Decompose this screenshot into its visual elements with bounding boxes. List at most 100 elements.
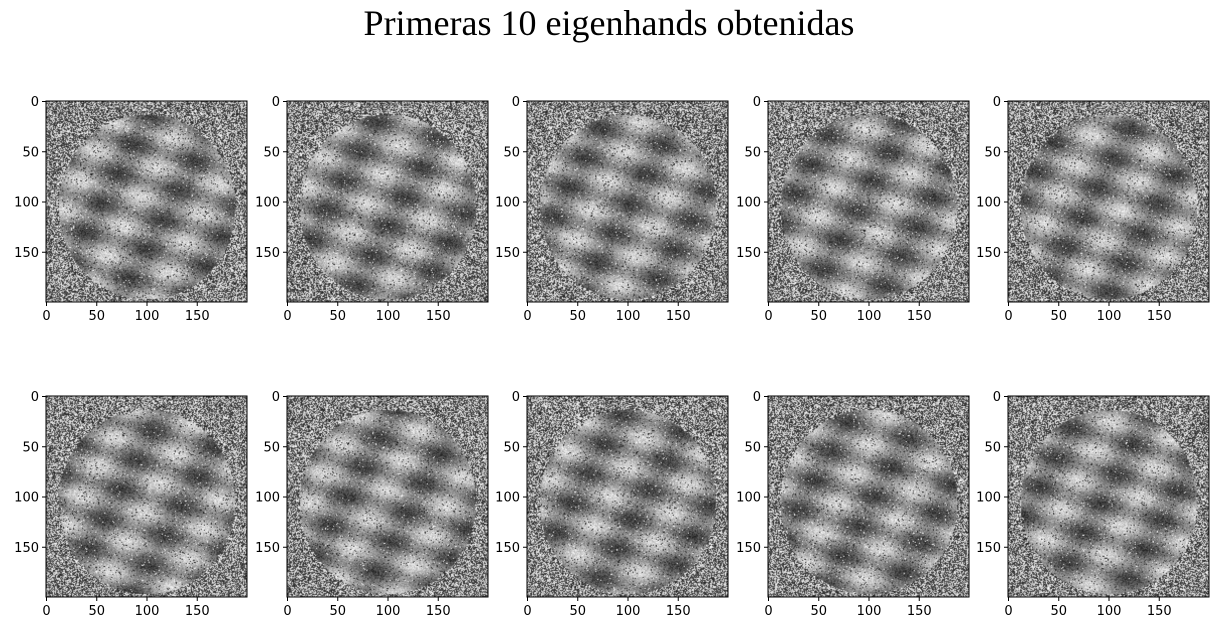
x-tick-label: 150	[666, 604, 691, 619]
x-tick-label: 150	[185, 604, 210, 619]
x-tick-label: 0	[1004, 309, 1012, 324]
y-tick-label: 150	[495, 541, 520, 556]
y-tick-label: 100	[255, 196, 280, 211]
x-tick-label: 100	[1097, 604, 1122, 619]
eigenhand-panel-2: 0 50 100 150 0 50 100 150	[255, 95, 488, 324]
eigenhand-image-7	[287, 396, 488, 597]
x-tick-label: 100	[616, 309, 641, 324]
eigenhand-image-2	[287, 101, 488, 302]
eigenhand-image-9	[768, 396, 969, 597]
eigenhand-panel-1: 0 50 100 150 0 50 100 150	[14, 95, 247, 324]
x-tick-label: 0	[42, 309, 50, 324]
y-tick-label: 0	[272, 95, 280, 110]
x-tick-label: 150	[1147, 604, 1172, 619]
y-tick-label: 50	[22, 440, 39, 455]
y-tick-label: 50	[744, 440, 761, 455]
y-tick-label: 50	[22, 145, 39, 160]
y-tick-label: 0	[753, 95, 761, 110]
eigenhand-image-5	[1008, 101, 1209, 302]
eigenhand-image-8	[527, 396, 728, 597]
y-tick-label: 50	[503, 440, 520, 455]
x-tick-label: 100	[616, 604, 641, 619]
x-tick-label: 0	[764, 604, 772, 619]
y-tick-label: 50	[984, 440, 1001, 455]
y-tick-label: 150	[14, 541, 39, 556]
x-tick-label: 0	[764, 309, 772, 324]
y-tick-label: 50	[263, 440, 280, 455]
y-tick-label: 50	[263, 145, 280, 160]
y-tick-label: 0	[31, 95, 39, 110]
x-tick-label: 150	[907, 604, 932, 619]
y-tick-label: 150	[976, 541, 1001, 556]
x-tick-label: 100	[376, 604, 401, 619]
x-tick-label: 150	[426, 604, 451, 619]
x-tick-label: 50	[810, 604, 827, 619]
x-tick-label: 0	[523, 309, 531, 324]
x-tick-label: 50	[88, 604, 105, 619]
eigenhand-image-10	[1008, 396, 1209, 597]
x-tick-label: 0	[523, 604, 531, 619]
y-tick-label: 0	[993, 95, 1001, 110]
eigenhand-panel-8: 0 50 100 150 0 50 100 150	[495, 390, 728, 619]
x-tick-label: 50	[329, 604, 346, 619]
y-tick-label: 100	[495, 196, 520, 211]
x-tick-label: 50	[1050, 604, 1067, 619]
y-tick-label: 150	[736, 246, 761, 261]
x-tick-label: 150	[1147, 309, 1172, 324]
y-tick-label: 0	[993, 390, 1001, 405]
y-tick-label: 0	[512, 95, 520, 110]
y-tick-label: 50	[503, 145, 520, 160]
y-tick-label: 100	[976, 491, 1001, 506]
x-tick-label: 150	[666, 309, 691, 324]
eigenhand-panel-7: 0 50 100 150 0 50 100 150	[255, 390, 488, 619]
y-tick-label: 150	[14, 246, 39, 261]
x-tick-label: 50	[88, 309, 105, 324]
x-tick-label: 50	[810, 309, 827, 324]
x-tick-label: 100	[1097, 309, 1122, 324]
x-tick-label: 100	[857, 604, 882, 619]
x-tick-label: 50	[329, 309, 346, 324]
x-tick-label: 150	[426, 309, 451, 324]
x-tick-label: 100	[135, 309, 160, 324]
eigenhand-image-6	[46, 396, 247, 597]
eigenhand-image-4	[768, 101, 969, 302]
y-tick-label: 50	[744, 145, 761, 160]
eigenhand-panel-5: 0 50 100 150 0 50 100 150	[976, 95, 1209, 324]
eigenhand-panel-6: 0 50 100 150 0 50 100 150	[14, 390, 247, 619]
y-tick-label: 0	[31, 390, 39, 405]
eigenhand-panel-3: 0 50 100 150 0 50 100 150	[495, 95, 728, 324]
y-tick-label: 150	[736, 541, 761, 556]
y-tick-label: 100	[736, 491, 761, 506]
y-tick-label: 100	[495, 491, 520, 506]
y-tick-label: 0	[753, 390, 761, 405]
y-tick-label: 150	[495, 246, 520, 261]
y-tick-label: 0	[512, 390, 520, 405]
x-tick-label: 150	[185, 309, 210, 324]
y-tick-label: 100	[736, 196, 761, 211]
eigenhand-image-1	[46, 101, 247, 302]
x-tick-label: 0	[283, 604, 291, 619]
x-tick-label: 50	[1050, 309, 1067, 324]
y-tick-label: 100	[976, 196, 1001, 211]
x-tick-label: 0	[42, 604, 50, 619]
x-tick-label: 0	[283, 309, 291, 324]
eigenhand-panel-10: 0 50 100 150 0 50 100 150	[976, 390, 1209, 619]
x-tick-label: 100	[135, 604, 160, 619]
y-tick-label: 150	[976, 246, 1001, 261]
x-tick-label: 0	[1004, 604, 1012, 619]
y-tick-label: 150	[255, 246, 280, 261]
y-tick-label: 50	[984, 145, 1001, 160]
y-tick-label: 100	[255, 491, 280, 506]
x-tick-label: 150	[907, 309, 932, 324]
eigenhand-image-3	[527, 101, 728, 302]
y-tick-label: 150	[255, 541, 280, 556]
x-tick-label: 50	[569, 604, 586, 619]
y-tick-label: 100	[14, 196, 39, 211]
x-tick-label: 100	[376, 309, 401, 324]
eigenhand-panel-9: 0 50 100 150 0 50 100 150	[736, 390, 969, 619]
x-tick-label: 100	[857, 309, 882, 324]
y-tick-label: 100	[14, 491, 39, 506]
x-tick-label: 50	[569, 309, 586, 324]
eigenhand-panel-4: 0 50 100 150 0 50 100 150	[736, 95, 969, 324]
